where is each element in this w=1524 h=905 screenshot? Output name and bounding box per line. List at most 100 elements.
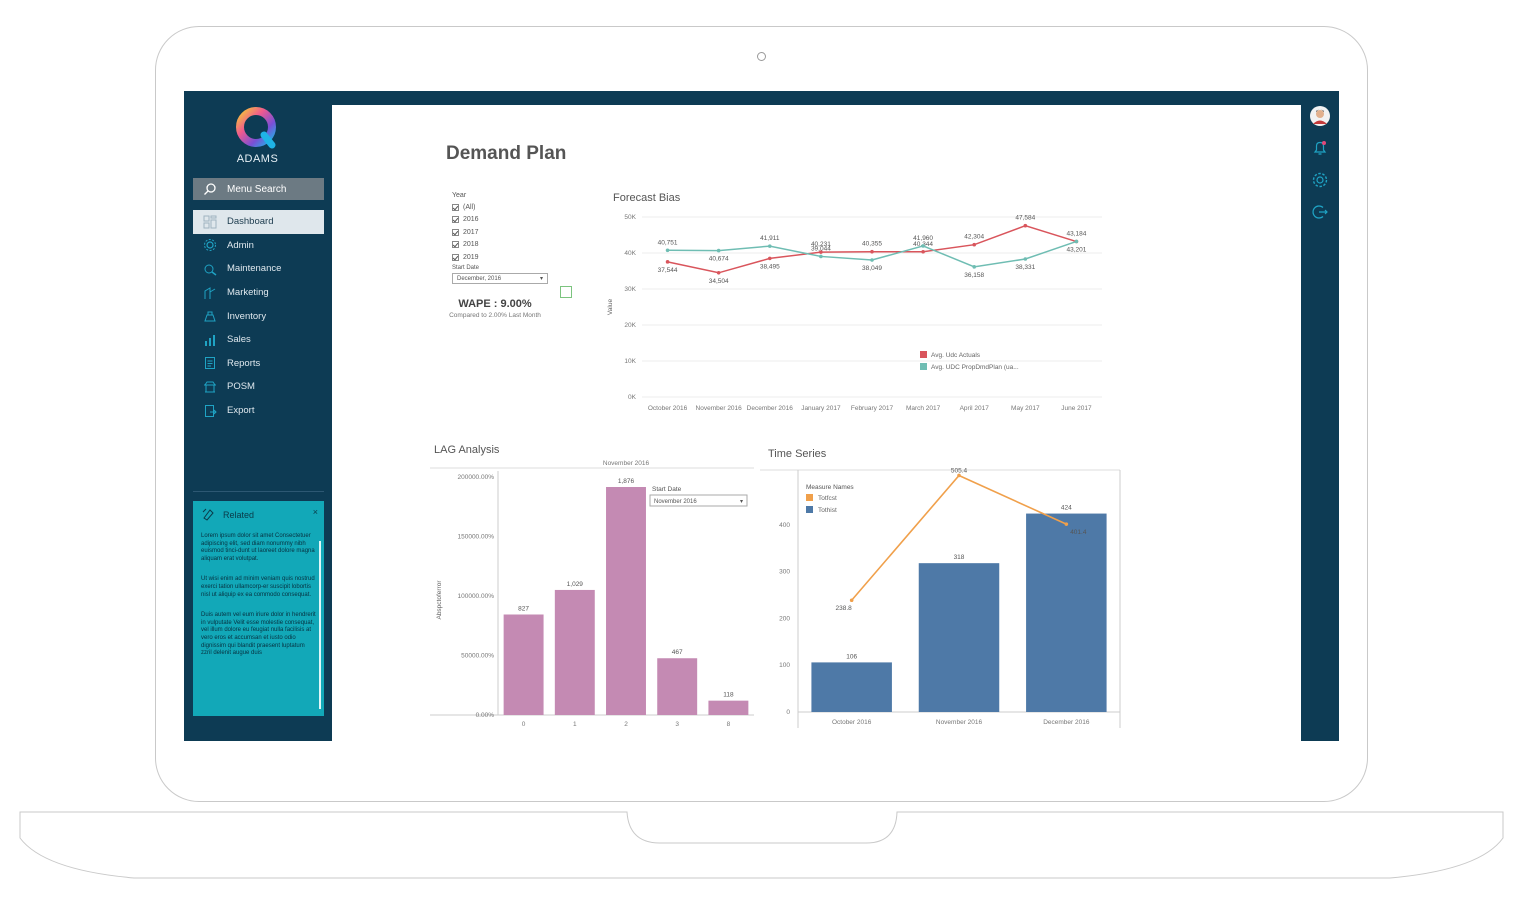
settings-icon[interactable]: [1310, 170, 1330, 190]
search-icon: [203, 182, 217, 196]
page-title: Demand Plan: [446, 143, 567, 164]
dashboard-icon: [203, 215, 217, 229]
sidebar-item-maintenance[interactable]: Maintenance: [193, 257, 324, 281]
bar: [657, 658, 698, 715]
start-date-select[interactable]: [649, 494, 748, 507]
legend-label: Avg. UDC PropDmdPlan (ua...: [931, 364, 1019, 371]
legend-label: Totfcst: [818, 495, 837, 502]
y-tick-label: 0.00%: [476, 712, 495, 719]
sidebar-nav: Dashboard Admin Maintenance Marketing In…: [193, 210, 324, 422]
x-tick-label: February 2017: [851, 405, 894, 412]
sidebar-item-inventory[interactable]: Inventory: [193, 304, 324, 328]
y-tick-label: 40K: [624, 250, 636, 257]
chevron-down-icon: ▾: [740, 499, 743, 505]
sidebar-item-label: Export: [227, 405, 255, 417]
checkbox-checked[interactable]: [452, 241, 459, 249]
start-date-select[interactable]: December, 2016 ▾: [452, 273, 548, 285]
year-option-label: 2019: [463, 253, 479, 261]
data-point: [1074, 239, 1079, 244]
right-rail: [1301, 91, 1339, 741]
data-point: [972, 242, 977, 247]
data-label: 38,495: [760, 263, 780, 270]
y-axis-label: Value: [607, 299, 614, 316]
legend-swatch: [806, 494, 813, 501]
x-tick-label: May 2017: [1011, 405, 1040, 412]
bar: [1026, 513, 1107, 712]
sidebar-item-marketing[interactable]: Marketing: [193, 281, 324, 305]
bell-icon[interactable]: [1310, 138, 1330, 158]
data-label: 467: [672, 649, 683, 656]
year-option[interactable]: 2019: [452, 251, 548, 263]
data-label: 238.8: [836, 605, 853, 612]
sidebar-item-export[interactable]: Export: [193, 399, 324, 423]
sales-icon: [203, 333, 217, 347]
chart-header: November 2016: [603, 460, 650, 467]
data-label: 118: [723, 692, 734, 699]
data-label: 43,201: [1066, 246, 1086, 253]
sidebar-item-admin[interactable]: Admin: [193, 234, 324, 258]
x-tick-label: 0: [522, 721, 526, 728]
x-tick-label: December 2016: [747, 405, 794, 412]
camera-icon: [757, 52, 766, 61]
x-tick-label: April 2017: [960, 405, 990, 412]
y-tick-label: 20K: [624, 322, 636, 329]
checkbox-checked[interactable]: [452, 204, 459, 212]
y-tick-label: 30K: [624, 286, 636, 293]
x-tick-label: June 2017: [1061, 405, 1092, 412]
year-option[interactable]: (All): [452, 201, 548, 213]
data-point: [1023, 223, 1028, 228]
data-label: 40,751: [658, 239, 678, 246]
forecast-bias-title: Forecast Bias: [613, 192, 681, 204]
export-icon: [203, 404, 217, 418]
sidebar-item-label: Marketing: [227, 287, 269, 299]
year-option[interactable]: 2018: [452, 239, 548, 251]
year-option-label: 2018: [463, 241, 479, 249]
data-point: [665, 260, 670, 264]
sidebar-item-posm[interactable]: POSM: [193, 375, 324, 399]
legend-label: Avg. Udc Actuals: [931, 352, 981, 359]
y-tick-label: 100000.00%: [457, 593, 494, 600]
posm-icon: [203, 380, 217, 394]
sidebar-item-sales[interactable]: Sales: [193, 328, 324, 352]
logout-icon[interactable]: [1310, 202, 1330, 222]
x-tick-label: November 2016: [936, 719, 983, 726]
start-date-label: Start Date: [452, 265, 480, 272]
filter-label: Start Date: [652, 486, 682, 493]
data-point: [716, 270, 721, 275]
x-tick-label: October 2016: [648, 405, 688, 412]
year-label: Year: [452, 191, 467, 199]
data-point: [870, 249, 874, 254]
checkbox-checked[interactable]: [452, 253, 459, 261]
year-option[interactable]: 2017: [452, 226, 548, 238]
data-label: 106: [846, 653, 857, 660]
data-label: 424: [1061, 505, 1072, 512]
x-tick-label: December 2016: [1043, 719, 1090, 726]
sidebar-item-label: Dashboard: [227, 216, 274, 228]
y-tick-label: 50000.00%: [461, 653, 494, 660]
avatar[interactable]: [1310, 106, 1330, 126]
x-tick-label: 2: [624, 721, 628, 728]
y-tick-label: 100: [779, 662, 790, 669]
legend-swatch: [920, 363, 927, 370]
close-icon[interactable]: ×: [312, 507, 318, 517]
related-title: Related: [223, 510, 255, 520]
y-tick-label: 0K: [628, 394, 637, 401]
checkbox-checked[interactable]: [452, 216, 459, 224]
year-option-label: 2017: [463, 228, 479, 236]
sidebar-item-dashboard[interactable]: Dashboard: [193, 210, 324, 234]
sidebar-item-reports[interactable]: Reports: [193, 352, 324, 376]
adams-logo: [236, 107, 276, 149]
legend-swatch: [806, 506, 813, 513]
bar: [503, 614, 544, 715]
filter-value: November 2016: [654, 499, 697, 505]
menu-search-button[interactable]: Menu Search: [193, 178, 324, 200]
checkbox-checked[interactable]: [452, 228, 459, 236]
related-scrollbar[interactable]: [319, 541, 321, 709]
year-option[interactable]: 2016: [452, 214, 548, 226]
x-tick-label: 1: [573, 721, 577, 728]
sidebar: ADAMS Menu Search Dashboard Admin Mainte…: [184, 91, 331, 741]
data-label: 318: [954, 554, 965, 561]
sidebar-item-label: Sales: [227, 334, 251, 346]
marketing-icon: [203, 286, 217, 300]
